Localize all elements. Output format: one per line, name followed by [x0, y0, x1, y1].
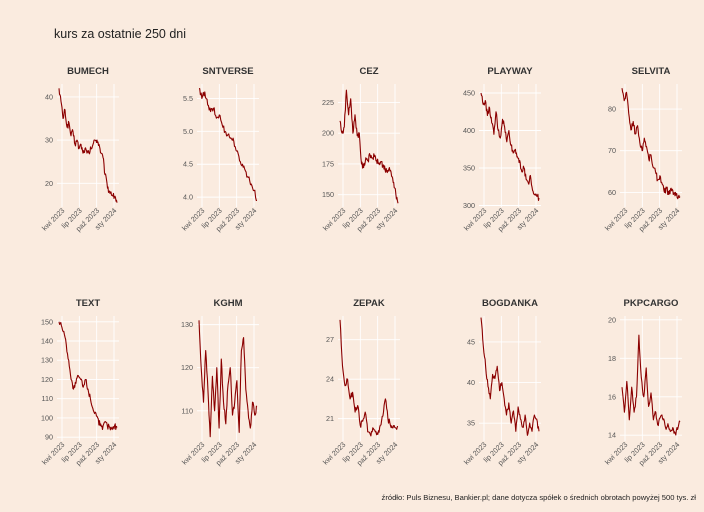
facet-title: CEZ	[360, 66, 379, 77]
x-tick-label: kwi 2023	[603, 206, 629, 232]
x-tick-label: kwi 2023	[40, 206, 66, 232]
price-line	[621, 334, 681, 436]
y-tick-label: 5.5	[183, 94, 193, 103]
y-tick-label: 4.5	[183, 160, 193, 169]
facet-title: BUMECH	[67, 66, 109, 77]
price-line	[198, 88, 258, 202]
source-caption: źródło: Puls Biznesu, Bankier.pl; dane d…	[381, 493, 696, 502]
y-tick-label: 16	[608, 392, 616, 401]
y-tick-label: 60	[608, 188, 616, 197]
y-tick-label: 300	[463, 201, 475, 210]
y-tick-label: 110	[182, 406, 193, 415]
facet-title: SELVITA	[632, 66, 671, 77]
x-tick-label: kwi 2023	[180, 206, 206, 232]
price-line	[198, 320, 258, 438]
y-tick-label: 450	[463, 89, 475, 98]
y-tick-label: 175	[322, 159, 334, 168]
y-tick-label: 20	[608, 315, 616, 324]
price-line	[58, 88, 118, 203]
y-tick-label: 90	[45, 433, 53, 442]
price-line	[480, 317, 540, 436]
y-tick-label: 40	[45, 92, 53, 101]
y-tick-label: 14	[608, 431, 616, 440]
y-tick-label: 18	[608, 354, 616, 363]
facet-title: BOGDANKA	[482, 298, 538, 309]
y-tick-label: 21	[326, 414, 334, 423]
price-line	[58, 321, 118, 431]
y-tick-label: 140	[41, 337, 53, 346]
y-tick-label: 30	[45, 136, 53, 145]
y-tick-label: 40	[467, 378, 475, 387]
x-tick-label: kwi 2023	[180, 440, 206, 466]
y-tick-label: 27	[326, 335, 334, 344]
facet-title: ZEPAK	[353, 298, 385, 309]
price-line	[339, 319, 399, 437]
facet-title: PKPCARGO	[624, 298, 679, 309]
y-tick-label: 45	[467, 337, 475, 346]
y-tick-label: 150	[41, 317, 53, 326]
facet-title: KGHM	[213, 298, 242, 309]
y-tick-label: 100	[41, 413, 53, 422]
x-tick-label: kwi 2023	[321, 440, 347, 466]
y-tick-label: 24	[326, 375, 334, 384]
y-tick-label: 110	[42, 394, 53, 403]
y-tick-label: 225	[322, 98, 334, 107]
facet-title: PLAYWAY	[487, 66, 533, 77]
y-tick-label: 80	[608, 105, 616, 114]
y-tick-label: 120	[41, 375, 53, 384]
y-tick-label: 400	[463, 126, 475, 135]
facet-title: SNTVERSE	[202, 66, 253, 77]
x-tick-label: kwi 2023	[603, 440, 629, 466]
y-tick-label: 70	[608, 146, 616, 155]
price-line	[339, 89, 399, 204]
y-tick-label: 120	[181, 363, 193, 372]
price-line	[480, 92, 540, 202]
x-tick-label: kwi 2023	[321, 206, 347, 232]
y-tick-label: 35	[467, 419, 475, 428]
x-tick-label: kwi 2023	[462, 440, 488, 466]
y-tick-label: 200	[322, 129, 334, 138]
y-tick-label: 130	[41, 356, 53, 365]
price-line	[621, 88, 681, 200]
x-tick-label: kwi 2023	[462, 206, 488, 232]
y-tick-label: 4.0	[183, 193, 193, 202]
chart-title: kurs za ostatnie 250 dni	[54, 27, 187, 41]
y-tick-label: 130	[181, 320, 193, 329]
facet-title: TEXT	[76, 298, 100, 309]
y-tick-label: 20	[45, 179, 53, 188]
y-tick-label: 5.0	[183, 127, 193, 136]
x-tick-label: kwi 2023	[40, 440, 66, 466]
y-tick-label: 150	[322, 190, 334, 199]
y-tick-label: 350	[463, 164, 475, 173]
